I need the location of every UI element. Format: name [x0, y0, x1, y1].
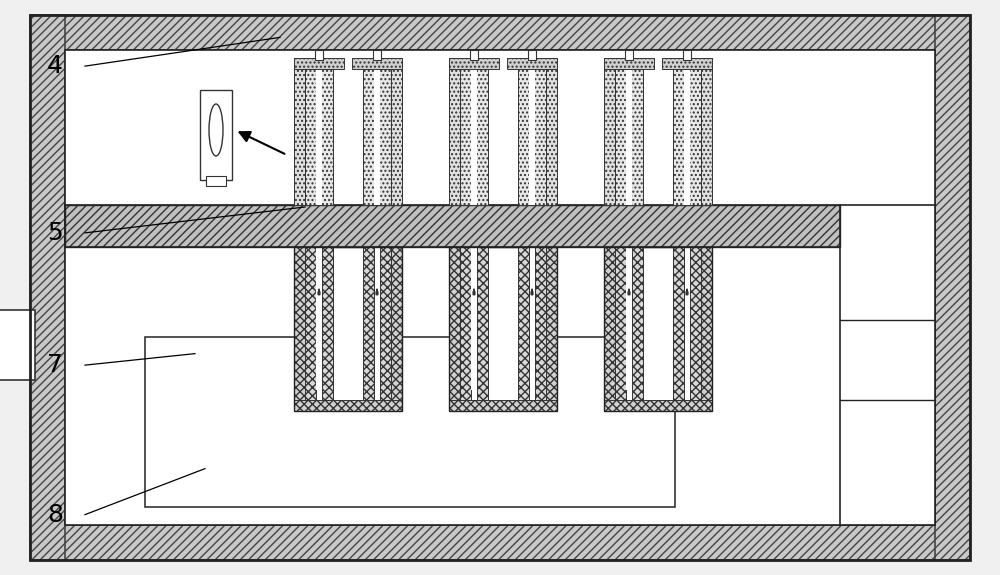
Bar [546, 247, 557, 411]
Bar [449, 58, 460, 205]
Bar [604, 58, 615, 205]
Bar [529, 247, 535, 390]
Bar [315, 50, 323, 60]
Bar [374, 69, 380, 205]
Bar [65, 205, 840, 247]
Bar [294, 58, 305, 205]
Bar [373, 50, 381, 60]
Bar [470, 50, 478, 60]
Bar [604, 247, 712, 411]
Bar [604, 400, 712, 411]
Bar [305, 247, 316, 400]
Bar [65, 50, 935, 525]
Bar [305, 58, 333, 205]
Bar [30, 525, 970, 560]
Bar [145, 337, 675, 507]
Bar [0, 310, 35, 380]
Bar [460, 58, 488, 205]
Bar [683, 50, 691, 60]
Bar [615, 247, 626, 400]
Bar [518, 247, 529, 400]
Bar [546, 58, 557, 205]
Bar [615, 58, 643, 205]
Bar [684, 247, 690, 390]
Bar [625, 50, 633, 60]
Bar [206, 176, 226, 186]
Bar [65, 205, 840, 247]
Bar [701, 58, 712, 205]
Bar [460, 247, 471, 400]
Bar [449, 247, 460, 411]
Bar [316, 247, 322, 390]
Bar [352, 58, 402, 69]
Bar [626, 69, 632, 205]
Bar [673, 247, 684, 400]
Bar [363, 247, 374, 400]
Bar [604, 58, 654, 69]
Bar [363, 58, 391, 205]
Bar [632, 247, 643, 400]
Bar [294, 247, 305, 411]
Bar [626, 247, 632, 390]
Bar [643, 262, 673, 390]
Bar [30, 15, 970, 50]
Bar [477, 247, 488, 400]
Bar [449, 247, 557, 411]
Bar [322, 247, 333, 400]
Bar [935, 15, 970, 560]
Bar [701, 247, 712, 411]
Bar [471, 247, 477, 390]
Bar [391, 247, 402, 411]
Bar [449, 58, 499, 69]
Ellipse shape [209, 104, 223, 156]
Bar [333, 262, 363, 390]
Bar [535, 247, 546, 400]
Bar [690, 247, 701, 400]
Bar [662, 58, 712, 69]
Bar [294, 58, 344, 69]
Text: 4: 4 [47, 54, 63, 78]
Text: 8: 8 [47, 503, 63, 527]
Text: 7: 7 [47, 353, 63, 377]
Bar [529, 69, 535, 205]
Bar [684, 69, 690, 205]
Bar [518, 58, 546, 205]
Bar [507, 58, 557, 69]
Bar [840, 205, 935, 525]
Bar [488, 262, 518, 390]
Bar [200, 90, 232, 180]
Bar [374, 247, 380, 390]
Bar [380, 247, 391, 400]
Bar [316, 69, 322, 205]
Bar [294, 247, 402, 411]
Bar [528, 50, 536, 60]
Bar [604, 247, 615, 411]
Bar [673, 58, 701, 205]
Bar [471, 69, 477, 205]
Bar [30, 15, 65, 560]
Bar [449, 400, 557, 411]
Bar [294, 400, 402, 411]
Bar [391, 58, 402, 205]
Text: 5: 5 [47, 221, 63, 245]
